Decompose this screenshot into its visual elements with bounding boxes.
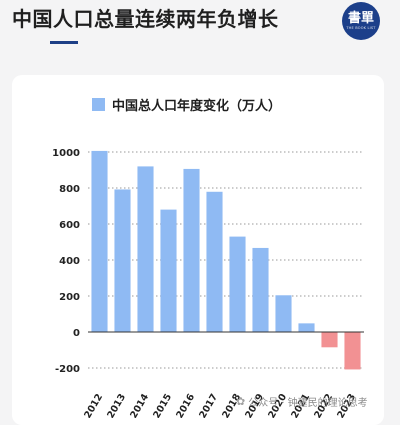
brand-logo: 書單 THE BOOK LIST <box>342 2 380 40</box>
title-accent-rule <box>50 41 78 44</box>
bar <box>114 189 131 332</box>
bar <box>252 247 269 332</box>
x-tick-label: 2013 <box>105 392 128 418</box>
y-tick-label: 1000 <box>52 148 80 159</box>
bars <box>91 150 361 370</box>
watermark: ✿ 公众号 · 钟建民的理论思考 <box>236 394 368 409</box>
x-tick-label: 2017 <box>197 392 220 418</box>
bar <box>344 332 361 370</box>
y-tick-label: 200 <box>59 292 80 303</box>
bar <box>275 295 292 332</box>
legend-label: 中国总人口年度变化（万人） <box>112 98 281 114</box>
bar <box>183 168 200 332</box>
y-tick-label: 800 <box>59 184 80 195</box>
x-tick-label: 2014 <box>128 392 151 418</box>
wechat-icon: ✿ <box>236 395 246 408</box>
watermark-prefix: 公众号 · <box>248 398 285 409</box>
page-title: 中国人口总量连续两年负增长 <box>12 7 279 31</box>
y-tick-label: 0 <box>73 328 80 339</box>
y-tick-label: 400 <box>59 256 80 267</box>
x-tick-label: 2015 <box>151 392 174 418</box>
bar <box>206 191 223 332</box>
bar <box>137 166 154 332</box>
bar <box>321 332 338 348</box>
watermark-account: 钟建民的理论思考 <box>287 398 368 409</box>
y-tick-label: 600 <box>59 220 80 231</box>
logo-subtext: THE BOOK LIST <box>346 25 376 30</box>
y-tick-label: -200 <box>55 364 80 375</box>
x-tick-label: 2012 <box>82 392 105 418</box>
bar <box>229 236 246 332</box>
legend-swatch <box>92 98 105 111</box>
logo-text: 書單 <box>347 10 374 26</box>
bar <box>91 150 108 332</box>
bar <box>298 323 315 332</box>
bar <box>160 209 177 332</box>
x-tick-label: 2016 <box>174 392 197 418</box>
